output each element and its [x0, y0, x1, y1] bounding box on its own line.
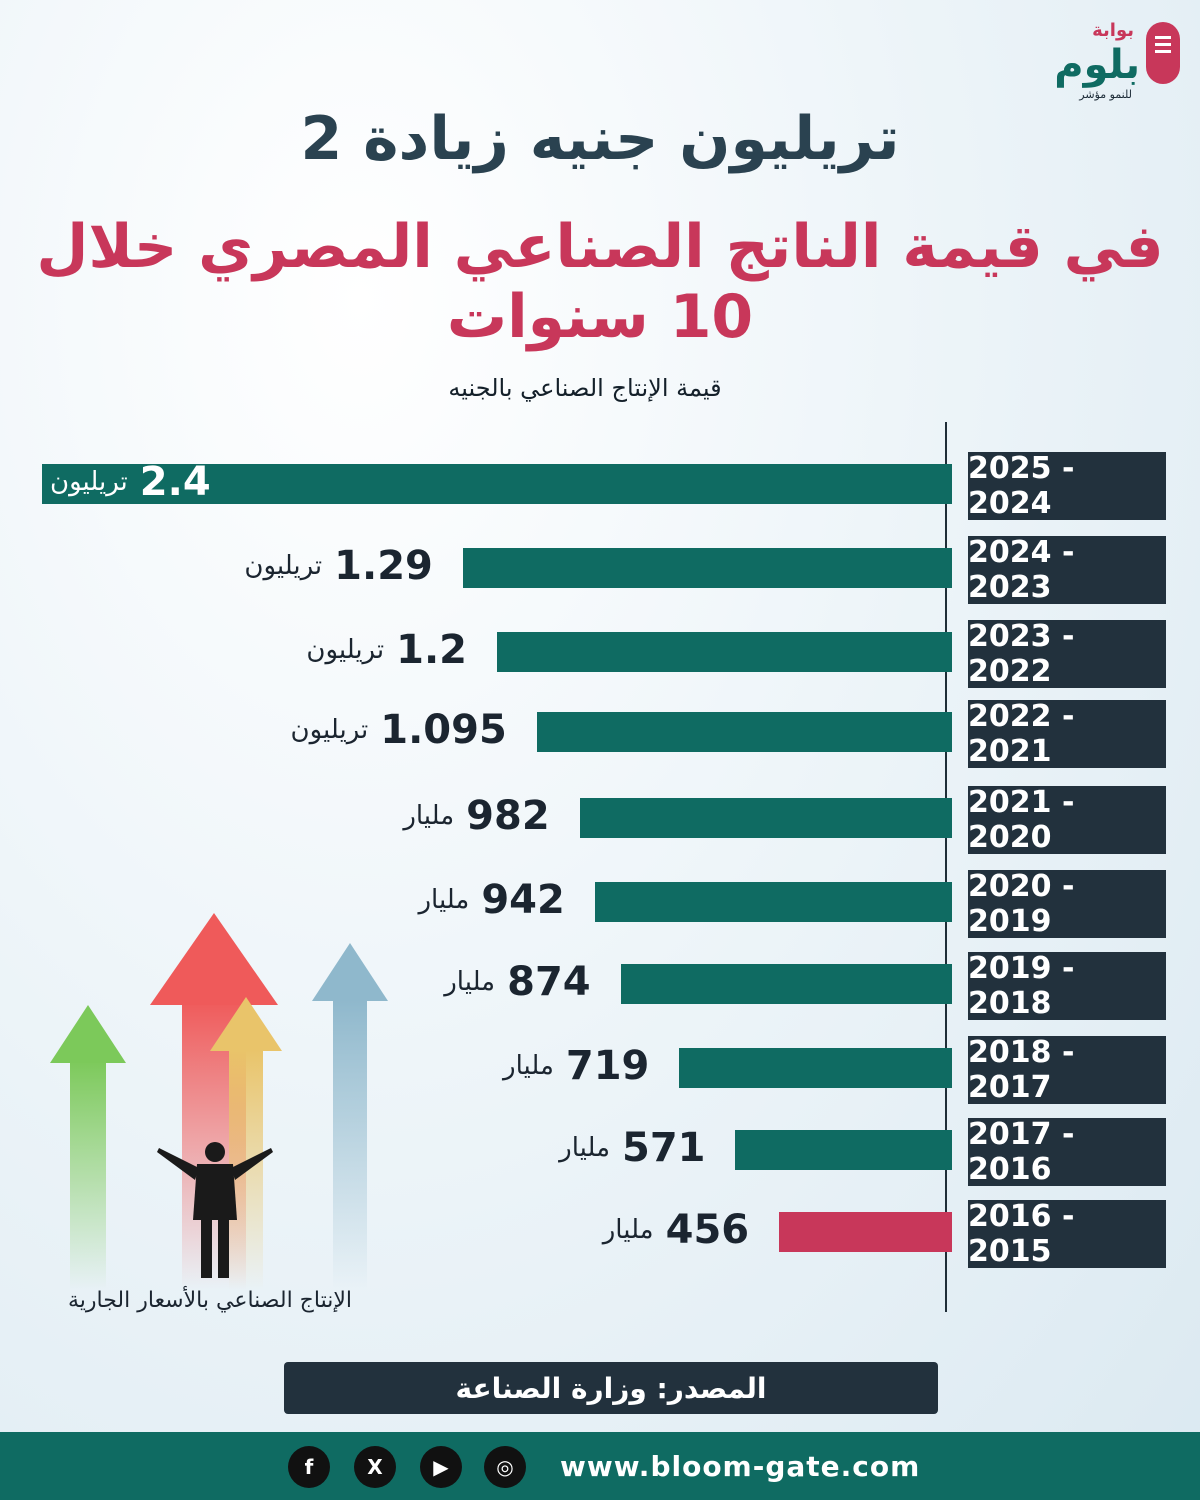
- value-unit: تريليون: [290, 715, 369, 745]
- value-number: 942: [481, 877, 565, 923]
- value-label: 2.4 تريليون: [50, 457, 211, 507]
- bar: [42, 464, 952, 504]
- value-number: 2.4: [139, 459, 211, 505]
- facebook-icon[interactable]: f: [288, 1446, 330, 1488]
- brand-tagline: للنمو مؤشر: [1079, 88, 1132, 101]
- year-label: 2025 - 2024: [968, 451, 1166, 521]
- value-unit: تريليون: [50, 467, 128, 497]
- blue-arrow-icon: [312, 943, 388, 1290]
- value-number: 1.095: [380, 707, 507, 753]
- chart-row: 2024 - 2023 1.29 تريليون: [0, 535, 1200, 606]
- bar: [779, 1212, 952, 1252]
- value-unit: تريليون: [306, 635, 385, 665]
- value-number: 1.2: [396, 627, 467, 673]
- illustration-caption: الإنتاج الصناعي بالأسعار الجارية: [67, 1288, 352, 1313]
- microphone-icon: [1146, 22, 1180, 84]
- year-label: 2020 - 2019: [968, 869, 1166, 939]
- chart-row: 2023 - 2022 1.2 تريليون: [0, 619, 1200, 690]
- year-label: 2021 - 2020: [968, 785, 1166, 855]
- bar: [497, 632, 952, 672]
- chart-row: 2018 - 2017 719 مليار: [0, 1035, 1200, 1106]
- value-label: 1.095 تريليون: [290, 705, 506, 755]
- bar: [679, 1048, 952, 1088]
- value-label: 1.2 تريليون: [306, 625, 467, 675]
- year-label: 2024 - 2023: [968, 535, 1166, 605]
- website-link[interactable]: www.bloom-gate.com: [560, 1449, 921, 1483]
- year-label: 2017 - 2016: [968, 1117, 1166, 1187]
- value-label: 982 مليار: [403, 791, 549, 841]
- businessman-icon: [157, 1142, 273, 1278]
- value-number: 982: [466, 793, 550, 839]
- year-label: 2018 - 2017: [968, 1035, 1166, 1105]
- bar: [735, 1130, 952, 1170]
- value-unit: مليار: [602, 1215, 654, 1245]
- value-number: 571: [622, 1125, 706, 1171]
- bar: [620, 964, 952, 1004]
- chart-row: 2025 - 2024 2.4 تريليون: [0, 451, 1200, 522]
- year-label: 2019 - 2018: [968, 951, 1166, 1021]
- year-label: 2022 - 2021: [968, 699, 1166, 769]
- chart-row: 2021 - 2020 982 مليار: [0, 785, 1200, 856]
- value-unit: تريليون: [244, 551, 323, 581]
- year-label: 2016 - 2015: [968, 1199, 1166, 1269]
- value-unit: مليار: [503, 1051, 554, 1081]
- value-label: 456 مليار: [603, 1205, 749, 1255]
- value-unit: مليار: [403, 801, 455, 831]
- chart-row: 2016 - 2015 456 مليار: [0, 1199, 1200, 1270]
- footer-bar: f X ▶ ◎ www.bloom-gate.com: [0, 1432, 1200, 1500]
- chart-row: 2020 - 2019 942 مليار: [0, 869, 1200, 940]
- value-label: 571 مليار: [559, 1123, 705, 1173]
- chart-row: 2017 - 2016 571 مليار: [0, 1117, 1200, 1188]
- value-number: 874: [507, 959, 591, 1005]
- brand-prefix: بوابة: [1092, 20, 1134, 41]
- value-unit: مليار: [559, 1133, 610, 1163]
- youtube-icon[interactable]: ▶: [420, 1446, 462, 1488]
- brand-logo: بوابة بلوم للنمو مؤشر: [1006, 14, 1186, 104]
- chart-row: 2019 - 2018 874 مليار: [0, 951, 1200, 1022]
- bar: [462, 548, 952, 588]
- headline: 2 تريليون جنيه زيادة: [300, 104, 900, 174]
- value-label: 1.29 تريليون: [244, 541, 433, 591]
- green-arrow-icon: [50, 1005, 126, 1290]
- x-icon[interactable]: X: [354, 1446, 396, 1488]
- instagram-icon[interactable]: ◎: [484, 1446, 526, 1488]
- bar: [536, 712, 952, 752]
- chart-baseline: [945, 422, 947, 1312]
- chart-title: قيمة الإنتاج الصناعي بالجنيه: [448, 374, 722, 402]
- year-label: 2023 - 2022: [968, 619, 1166, 689]
- brand-name: بلوم: [1054, 42, 1140, 88]
- value-label: 874 مليار: [444, 957, 590, 1007]
- value-number: 719: [565, 1043, 650, 1089]
- subheadline: في قيمة الناتج الصناعي المصري خلال 10 سن…: [36, 212, 1164, 352]
- value-number: 1.29: [334, 543, 433, 589]
- value-number: 456: [665, 1207, 750, 1253]
- value-label: 719 مليار: [503, 1041, 649, 1091]
- value-label: 942 مليار: [418, 875, 564, 925]
- chart-row: 2022 - 2021 1.095 تريليون: [0, 699, 1200, 770]
- bar: [594, 882, 952, 922]
- source-label: المصدر: وزارة الصناعة: [284, 1362, 938, 1414]
- value-unit: مليار: [418, 885, 470, 915]
- value-unit: مليار: [444, 967, 496, 997]
- bar: [579, 798, 952, 838]
